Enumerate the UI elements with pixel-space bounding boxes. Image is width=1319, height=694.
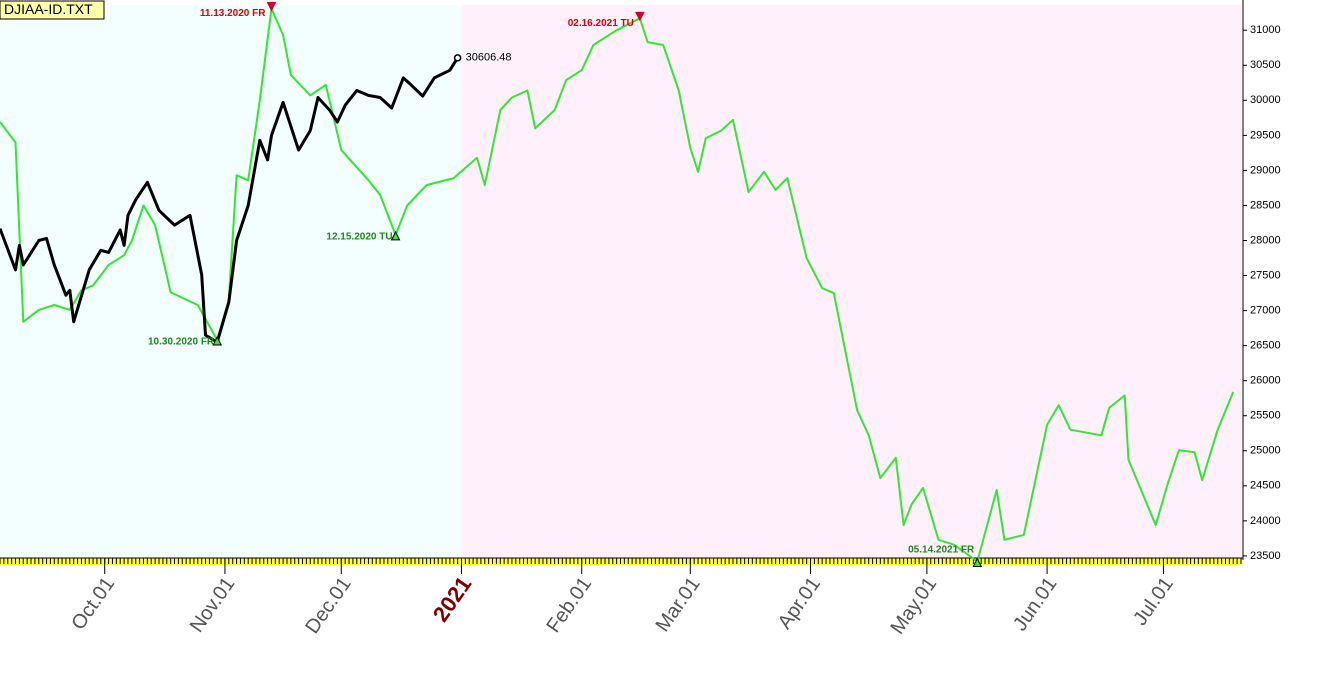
y-tick-label: 27500 — [1250, 269, 1281, 281]
shade-after — [461, 5, 1241, 558]
x-tick-label: Jul.01 — [1129, 573, 1178, 629]
y-tick-label: 29500 — [1250, 129, 1281, 141]
annotation: 10.30.2020 FR — [148, 337, 215, 348]
annotation: 12.15.2020 TU — [326, 232, 392, 243]
y-tick-label: 28500 — [1250, 199, 1281, 211]
x-tick-label: May.01 — [887, 573, 942, 638]
y-tick-label: 26500 — [1250, 340, 1281, 352]
y-tick-label: 23500 — [1250, 550, 1281, 562]
annotation: 05.14.2021 FR — [908, 545, 975, 556]
x-tick-label: Nov.01 — [186, 573, 240, 636]
y-tick-label: 27000 — [1250, 304, 1281, 316]
last-value-label: 30606.48 — [466, 52, 512, 64]
series-line — [0, 7, 1235, 563]
chart-title: DJIAA-ID.TXT — [4, 1, 93, 17]
x-tick-label: Mar.01 — [652, 573, 705, 636]
x-tick-label: Jun.01 — [1009, 573, 1061, 635]
y-tick-label: 25500 — [1250, 410, 1281, 422]
low-marker — [972, 557, 983, 568]
last-point — [453, 54, 462, 62]
annotation: 02.16.2021 TU — [568, 18, 634, 29]
x-tick-label: 2021 — [428, 572, 477, 626]
high-marker — [266, 2, 277, 12]
high-marker — [635, 11, 645, 22]
y-tick-label: 25000 — [1250, 445, 1281, 457]
y-tick-label: 26000 — [1250, 375, 1281, 387]
y-tick-label: 30500 — [1250, 59, 1281, 71]
x-tick-label: Feb.01 — [542, 573, 596, 637]
x-tick-label: Oct.01 — [67, 573, 119, 634]
y-tick-label: 24500 — [1250, 480, 1281, 492]
low-marker — [212, 335, 222, 346]
y-tick-label: 28000 — [1250, 234, 1281, 246]
x-tick-label: Apr.01 — [774, 573, 825, 633]
x-tick-label: Dec.01 — [301, 573, 355, 638]
annotation: 11.13.2020 FR — [200, 8, 266, 19]
y-tick-label: 30000 — [1250, 94, 1281, 106]
y-tick-label: 24000 — [1250, 515, 1281, 527]
background — [0, 5, 1241, 558]
y-tick-label: 31000 — [1250, 24, 1281, 36]
y-tick-label: 29000 — [1250, 164, 1281, 176]
title-box — [0, 0, 105, 20]
low-marker — [390, 230, 401, 241]
